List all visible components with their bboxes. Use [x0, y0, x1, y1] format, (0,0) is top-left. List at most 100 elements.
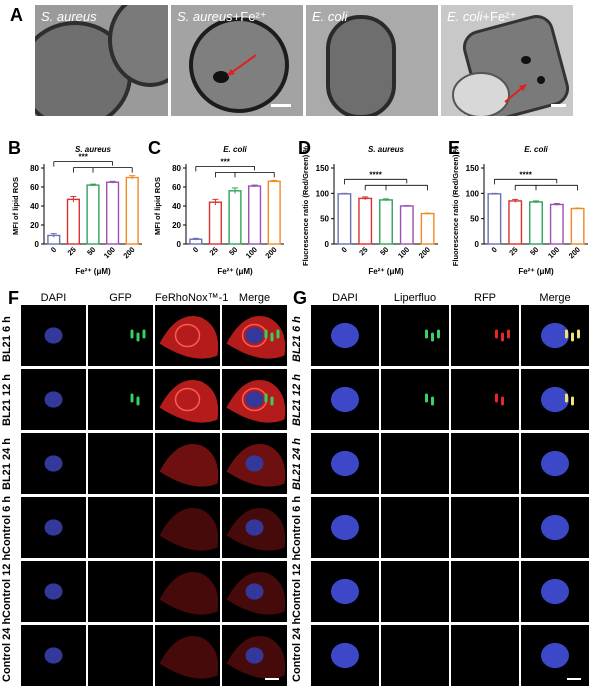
micrograph-cell [88, 561, 153, 622]
bacteria-signal [142, 329, 146, 339]
micrograph-image [331, 322, 359, 349]
micrograph-cell [451, 561, 519, 622]
bacteria-signal [425, 393, 428, 403]
row-label: BL21 24 h [1, 438, 13, 490]
y-tick-label: 150 [316, 164, 330, 173]
micrograph-image [541, 578, 569, 605]
bar [549, 203, 564, 245]
nucleus-signal [44, 455, 63, 472]
bar [570, 207, 585, 245]
micrograph-cell [21, 625, 86, 686]
bacteria-signal [264, 329, 268, 339]
column-header: Merge [238, 292, 271, 304]
bar [337, 193, 352, 245]
micrograph-image [381, 433, 449, 494]
micrograph-cell [311, 433, 379, 494]
row-label: BL21 24 h [291, 438, 303, 490]
nuclear-envelope-signal [174, 323, 201, 348]
micrograph-image [451, 625, 519, 686]
row-label: BL21 12 h [1, 374, 13, 426]
em-s-aureus-fe-cells [189, 17, 289, 113]
y-tick-label: 80 [30, 164, 39, 173]
micrograph-image [226, 443, 286, 487]
column-header: GFP [109, 292, 132, 304]
panel-a-letter: A [10, 5, 23, 25]
scale-bar [271, 104, 291, 107]
micrograph-cell [222, 561, 287, 622]
column-header: FeRhoNox™-1 [155, 292, 229, 304]
bar [66, 198, 80, 245]
x-tick-label: 200 [417, 245, 432, 260]
y-tick-label: 0 [35, 240, 40, 249]
column-header: RFP [474, 292, 496, 304]
micrograph-cell [155, 625, 220, 686]
bacteria-signal [136, 396, 140, 406]
micrograph-image [44, 519, 63, 536]
column-header: Liperfluo [393, 292, 437, 304]
bar [228, 190, 242, 245]
significance-label: *** [79, 153, 89, 162]
nucleus-signal [541, 642, 569, 669]
nucleus-signal [541, 322, 569, 349]
x-tick-label: 200 [263, 245, 278, 260]
x-tick-label: 25 [66, 245, 78, 257]
bar [208, 201, 222, 245]
x-tick-label: 100 [102, 245, 117, 260]
y-tick-label: 150 [466, 164, 480, 173]
micrograph-cell [311, 305, 379, 366]
bar [487, 193, 502, 245]
micrograph-image [130, 393, 140, 406]
micrograph-image [159, 315, 219, 359]
x-tick-label: 100 [546, 245, 561, 260]
micrograph-cell [222, 369, 287, 430]
micrograph-image [88, 497, 153, 558]
y-tick-label: 0 [177, 240, 182, 249]
column-header: Merge [539, 292, 571, 304]
y-axis-label: Flucrescence ratio (Red/Green) % [301, 146, 310, 266]
micrograph-image [226, 571, 286, 615]
bacteria-signal [431, 332, 434, 342]
micrograph-image [88, 561, 153, 622]
bacteria-signal [270, 396, 274, 406]
row-label: BL21 12 h [291, 374, 303, 426]
nucleus-signal [541, 578, 569, 605]
y-tick-label: 60 [30, 183, 39, 192]
micrograph-image [495, 329, 510, 342]
micrograph-cell [88, 369, 153, 430]
micrograph-cell [521, 369, 589, 430]
nucleus-signal [245, 519, 264, 536]
micrograph-cell [21, 561, 86, 622]
bacteria-signal [501, 396, 504, 406]
micrograph-cell [381, 305, 449, 366]
y-tick-label: 20 [30, 221, 39, 230]
micrograph-cell [222, 625, 287, 686]
bacteria-signal [501, 332, 504, 342]
x-tick-label: 25 [357, 245, 369, 257]
micrograph-image [541, 514, 569, 541]
significance-label: **** [369, 170, 382, 179]
micrograph-image [44, 327, 63, 344]
cytoplasm-signal [159, 443, 219, 487]
micrograph-image [226, 379, 286, 423]
micrograph-image [44, 647, 63, 664]
micrograph-cell [155, 433, 220, 494]
micrograph-cell [451, 305, 519, 366]
micrograph-image [451, 433, 519, 494]
nucleus-signal [245, 583, 264, 600]
panel-b-letter: B [8, 138, 21, 158]
bacteria-signal [571, 396, 574, 406]
x-axis-label: Fe²⁺ (μM) [217, 267, 253, 276]
x-axis-label: Fe²⁺ (μM) [368, 267, 404, 276]
chart-title: S. aureus [368, 145, 405, 154]
micrograph-image [381, 625, 449, 686]
nucleus-signal [44, 583, 63, 600]
micrograph-image [331, 386, 359, 413]
x-tick-label: 50 [378, 245, 390, 257]
micrograph-image [381, 497, 449, 558]
nucleus-signal [44, 391, 63, 408]
micrograph-image [159, 571, 219, 615]
nucleus-signal [331, 386, 359, 413]
micrograph-image [88, 433, 153, 494]
micrograph-image [159, 443, 219, 487]
micrograph-cell [311, 561, 379, 622]
